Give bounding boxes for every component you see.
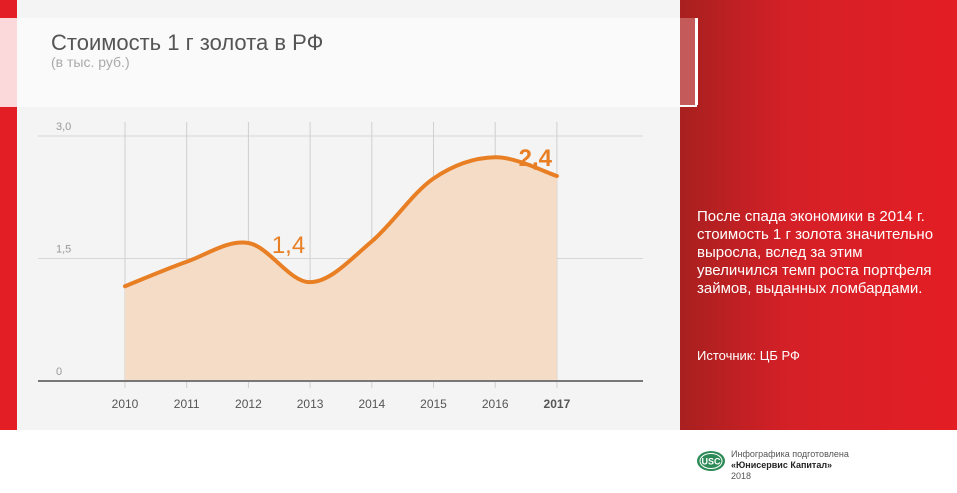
y-tick-label: 0 <box>56 366 62 378</box>
credit-company: «Юнисервис Капитал» <box>731 460 833 470</box>
title-box <box>17 18 697 107</box>
x-tick-label: 2012 <box>235 397 262 411</box>
series-line <box>123 155 559 289</box>
credit-line1: Инфографика подготовлена <box>731 449 849 459</box>
gold-price-chart: 0 1,5 3,0 2010 2011 2012 2013 2014 2015 2016 2017 1… <box>38 121 643 411</box>
title-divider-shade <box>680 18 695 105</box>
data-label: 2,4 <box>519 145 553 172</box>
title-divider <box>695 18 698 105</box>
credit: Инфографика подготовлена «Юнисервис Капи… <box>731 449 849 482</box>
x-tick-label: 2013 <box>297 397 324 411</box>
x-tick-label: 2010 <box>112 397 139 411</box>
y-tick-label: 3,0 <box>56 121 71 133</box>
data-label: 1,4 <box>272 232 305 259</box>
y-tick-label: 1,5 <box>56 244 71 256</box>
x-tick-label: 2015 <box>420 397 447 411</box>
x-tick-label: 2016 <box>482 397 509 411</box>
info-panel <box>680 0 957 430</box>
x-tick-label: 2011 <box>174 397 200 411</box>
left-accent-pink <box>0 18 17 107</box>
note-text: После спада экономики в 2014 г. стоимост… <box>697 208 934 297</box>
page-subtitle: (в тыс. руб.) <box>51 54 130 70</box>
left-accent-strip <box>0 0 17 430</box>
source-text: Источник: ЦБ РФ <box>697 348 800 363</box>
x-tick-label: 2017 <box>544 397 571 411</box>
credit-year: 2018 <box>731 471 752 481</box>
svg-text:USC: USC <box>701 457 721 467</box>
usc-logo: USC <box>697 451 725 471</box>
x-tick-label: 2014 <box>358 397 385 411</box>
page-title: Стоимость 1 г золота в РФ <box>51 30 324 55</box>
